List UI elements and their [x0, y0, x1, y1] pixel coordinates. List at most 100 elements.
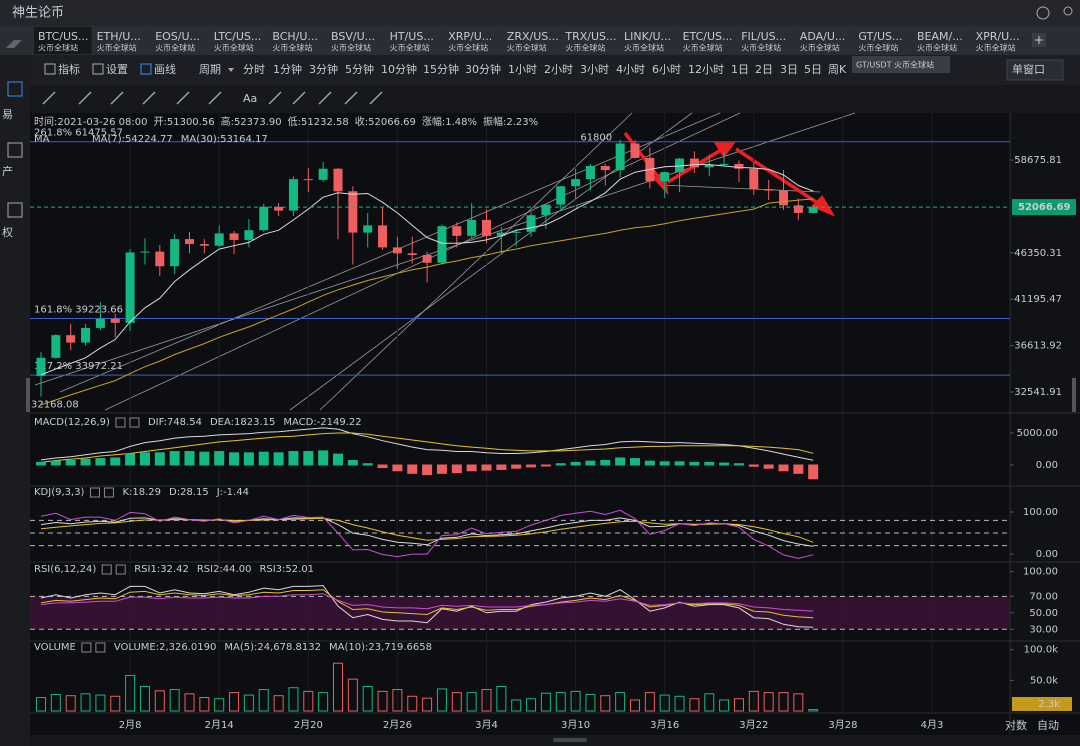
draw-tool[interactable]: [176, 91, 190, 105]
pane-icon[interactable]: [95, 642, 106, 653]
trade-icon[interactable]: [7, 81, 23, 97]
draw-tool[interactable]: [42, 91, 56, 105]
draw-tool[interactable]: [208, 91, 222, 105]
tab[interactable]: [620, 27, 678, 54]
volume-bar: [496, 685, 507, 712]
text-tool[interactable]: Aa: [243, 92, 257, 105]
interval-button[interactable]: 3分钟: [309, 62, 338, 76]
volume-bar: [273, 695, 284, 712]
interval-button[interactable]: 6小时: [652, 63, 681, 76]
candle-body: [259, 206, 269, 231]
tab[interactable]: [92, 27, 151, 54]
volume-bar: [436, 688, 447, 712]
pane-icon[interactable]: [115, 417, 126, 428]
interval-button[interactable]: 1分钟: [273, 62, 302, 76]
macd-bar: [125, 453, 136, 466]
interval-button[interactable]: 12小时: [688, 63, 724, 76]
interval-button[interactable]: 周K: [828, 63, 847, 76]
tab[interactable]: [678, 27, 737, 54]
footer-button[interactable]: 自动: [1037, 719, 1059, 732]
interval-button[interactable]: 4小时: [616, 63, 645, 76]
tab[interactable]: [444, 27, 502, 54]
interval-button[interactable]: 1小时: [508, 63, 537, 76]
tab-subtitle: 火币全球站: [214, 43, 254, 53]
tool-button[interactable]: 设置: [106, 63, 128, 76]
y-tick-label: 70.00: [1029, 591, 1058, 602]
x-tick-label: 3月4: [475, 719, 498, 731]
draw-tool[interactable]: [344, 91, 358, 105]
app-title: 神生论币: [12, 6, 64, 21]
tab[interactable]: [151, 27, 209, 54]
candle-body: [110, 318, 120, 323]
interval-button[interactable]: 2日: [755, 63, 773, 76]
macd-bar: [540, 464, 551, 467]
volume-bar: [95, 694, 106, 712]
interval-button[interactable]: 10分钟: [381, 62, 417, 76]
interval-button[interactable]: 分时: [243, 63, 265, 76]
pane-icon[interactable]: [115, 564, 126, 575]
candle-body: [779, 190, 788, 206]
pane-title: RSI(6,12,24): [34, 564, 96, 575]
interval-button[interactable]: 5日: [804, 63, 822, 76]
y-tick-label: 32541.91: [1014, 387, 1062, 398]
macd-bar: [555, 463, 566, 466]
tab[interactable]: [737, 27, 795, 54]
candle-body: [600, 166, 610, 171]
tab-subtitle: 火币全球站: [448, 43, 488, 53]
window-button[interactable]: [1006, 59, 1064, 81]
tab[interactable]: [34, 27, 92, 54]
interval-button[interactable]: 3日: [780, 63, 798, 76]
interval-button[interactable]: 2小时: [544, 63, 573, 76]
footer-button[interactable]: 对数: [1005, 718, 1027, 732]
tab-name: BTC/US...: [38, 30, 89, 43]
volume-bar: [748, 690, 759, 712]
interval-button[interactable]: 5分钟: [345, 62, 374, 76]
tab[interactable]: [385, 27, 444, 54]
draw-tool[interactable]: [110, 91, 124, 105]
tab-subtitle: 火币全球站: [331, 43, 371, 53]
tab[interactable]: [561, 27, 619, 54]
macd-bar: [169, 451, 180, 466]
tab[interactable]: [502, 27, 561, 54]
draw-tool[interactable]: [78, 91, 92, 105]
tab[interactable]: [913, 27, 971, 54]
user-icon[interactable]: [1063, 6, 1073, 16]
pane-icon[interactable]: [129, 417, 140, 428]
pane-icon[interactable]: [89, 487, 100, 498]
tab[interactable]: [971, 27, 1030, 54]
tab[interactable]: [268, 27, 326, 54]
draw-tool[interactable]: [268, 91, 282, 105]
scroll-left[interactable]: [26, 378, 30, 412]
tab-name: EOS/U...: [155, 30, 200, 43]
tab[interactable]: [854, 27, 912, 54]
macd-bar: [763, 464, 774, 469]
rights-icon[interactable]: [7, 202, 23, 218]
pane-icon[interactable]: [101, 564, 112, 575]
tab[interactable]: [209, 27, 268, 54]
scroll-handle[interactable]: [553, 738, 587, 742]
sidebar-label: 产: [2, 164, 13, 178]
interval-button[interactable]: 15分钟: [423, 62, 459, 76]
scroll-right[interactable]: [1072, 378, 1076, 412]
volume-bar: [600, 695, 611, 712]
tab[interactable]: [795, 27, 854, 54]
tab-subtitle: 火币全球站: [917, 43, 957, 53]
interval-button[interactable]: 3小时: [580, 63, 609, 76]
tab[interactable]: [327, 27, 385, 54]
draw-tool[interactable]: [292, 91, 306, 105]
legend-entry: J:-1.44: [216, 487, 249, 498]
legend-entry: RSI2:44.00: [197, 564, 252, 575]
bell-icon[interactable]: [1036, 6, 1050, 20]
draw-tool[interactable]: [142, 91, 156, 105]
draw-tool[interactable]: [369, 91, 383, 105]
volume-bar: [422, 697, 433, 712]
pane-icon[interactable]: [103, 487, 114, 498]
asset-icon[interactable]: [7, 142, 23, 158]
pane-icon[interactable]: [81, 642, 92, 653]
tab-subtitle: 火币全球站: [858, 43, 898, 53]
tool-button[interactable]: 画线: [154, 62, 176, 76]
draw-tool[interactable]: [318, 91, 332, 105]
tool-button[interactable]: 指标: [58, 62, 80, 76]
interval-button[interactable]: 30分钟: [465, 62, 501, 76]
interval-button[interactable]: 1日: [731, 63, 749, 76]
